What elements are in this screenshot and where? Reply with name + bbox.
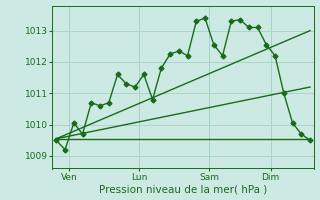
X-axis label: Pression niveau de la mer( hPa ): Pression niveau de la mer( hPa ) <box>99 184 267 194</box>
